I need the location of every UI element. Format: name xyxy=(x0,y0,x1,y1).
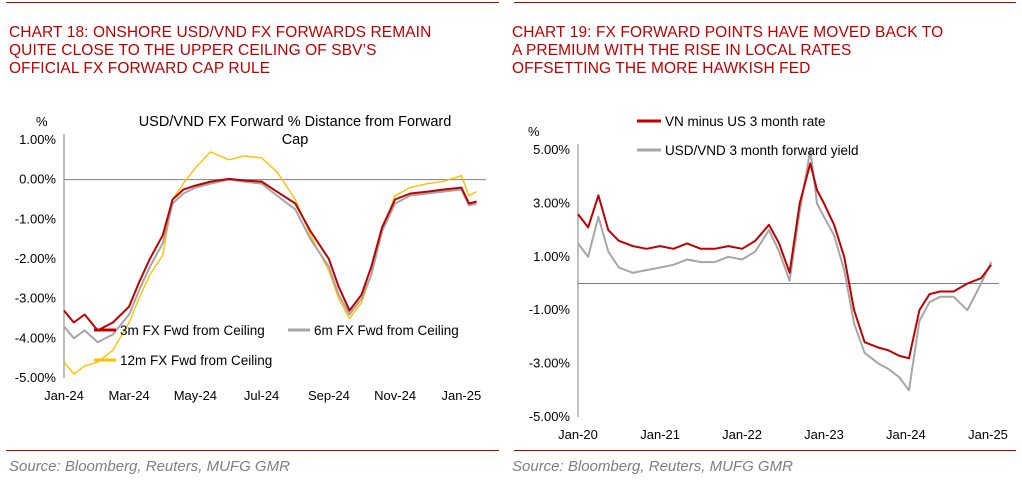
title-line: OFFICIAL FX FORWARD CAP RULE xyxy=(9,60,271,77)
x-tick-label: Jan-24 xyxy=(886,427,926,442)
legend-label: 3m FX Fwd from Ceiling xyxy=(120,323,265,338)
title-line: A PREMIUM WITH THE RISE IN LOCAL RATES xyxy=(512,42,852,59)
y-tick-label: -2.00% xyxy=(15,251,57,266)
top-rule xyxy=(514,2,1016,3)
title-line: OFFSETTING THE MORE HAWKISH FED xyxy=(512,60,811,77)
legend-label: USD/VND 3 month forward yield xyxy=(665,143,859,158)
y-tick-label: 1.00% xyxy=(19,132,56,147)
series-line xyxy=(577,162,992,360)
chart-inner-title: Cap xyxy=(282,132,309,148)
series-line xyxy=(63,178,477,344)
x-tick-label: Jan-22 xyxy=(722,427,762,442)
series-line xyxy=(577,149,993,392)
chart-18-panel: CHART 18: ONSHORE USD/VND FX FORWARDS RE… xyxy=(0,0,505,490)
y-tick-label: -1.00% xyxy=(529,302,571,317)
series-line xyxy=(63,151,477,375)
title-line: CHART 18: ONSHORE USD/VND FX FORWARDS RE… xyxy=(9,24,432,41)
chart-18-plot: % 1.00% 0.00% -1.00% -2.00% -3.00% -4.00% -5.00… xyxy=(15,114,486,403)
source-rule xyxy=(514,450,1016,451)
x-tick-label: Mar-24 xyxy=(109,388,150,403)
chart-19-source: Source: Bloomberg, Reuters, MUFG GMR xyxy=(512,458,793,475)
y-tick-label: 5.00% xyxy=(533,142,570,157)
y-tick-label: -1.00% xyxy=(15,211,57,226)
legend-label: 12m FX Fwd from Ceiling xyxy=(120,353,272,368)
legend-label: 6m FX Fwd from Ceiling xyxy=(314,323,459,338)
y-tick-label: 0.00% xyxy=(19,172,56,187)
y-tick-label: -5.00% xyxy=(15,370,57,385)
y-axis-unit-label: % xyxy=(528,124,540,139)
y-tick-label: -4.00% xyxy=(15,330,57,345)
chart-18-source: Source: Bloomberg, Reuters, MUFG GMR xyxy=(9,458,290,475)
x-tick-label: Jan-25 xyxy=(441,388,481,403)
x-tick-label: Jan-24 xyxy=(44,388,84,403)
source-rule xyxy=(6,450,499,451)
chart-inner-title: USD/VND FX Forward % Distance from Forwa… xyxy=(139,114,452,130)
y-tick-label: 1.00% xyxy=(533,249,570,264)
title-line: QUITE CLOSE TO THE UPPER CEILING OF SBV’… xyxy=(9,42,377,59)
y-tick-label: 3.00% xyxy=(533,195,570,210)
x-tick-label: Jan-23 xyxy=(804,427,844,442)
y-axis-unit-label: % xyxy=(36,114,48,129)
x-tick-label: Nov-24 xyxy=(374,388,416,403)
y-tick-label: -3.00% xyxy=(15,291,57,306)
x-tick-label: Sep-24 xyxy=(308,388,350,403)
x-tick-label: May-24 xyxy=(174,388,217,403)
x-tick-label: Jan-21 xyxy=(640,427,680,442)
top-rule xyxy=(6,2,499,3)
chart-18-title: CHART 18: ONSHORE USD/VND FX FORWARDS RE… xyxy=(9,24,431,78)
x-tick-label: Jan-25 xyxy=(968,427,1008,442)
chart-19-title: CHART 19: FX FORWARD POINTS HAVE MOVED B… xyxy=(512,24,943,78)
chart-19-panel: CHART 19: FX FORWARD POINTS HAVE MOVED B… xyxy=(508,0,1022,490)
y-tick-label: -5.00% xyxy=(529,409,571,424)
x-tick-label: Jul-24 xyxy=(244,388,279,403)
chart-19-plot: % 5.00% 3.00% 1.00% -1.00% -3.00% -5.00% Jan-20… xyxy=(528,114,1008,442)
legend-label: VN minus US 3 month rate xyxy=(665,114,826,129)
x-tick-label: Jan-20 xyxy=(558,427,598,442)
title-line: CHART 19: FX FORWARD POINTS HAVE MOVED B… xyxy=(512,24,944,41)
y-tick-label: -3.00% xyxy=(529,356,571,371)
series-line xyxy=(63,177,477,332)
